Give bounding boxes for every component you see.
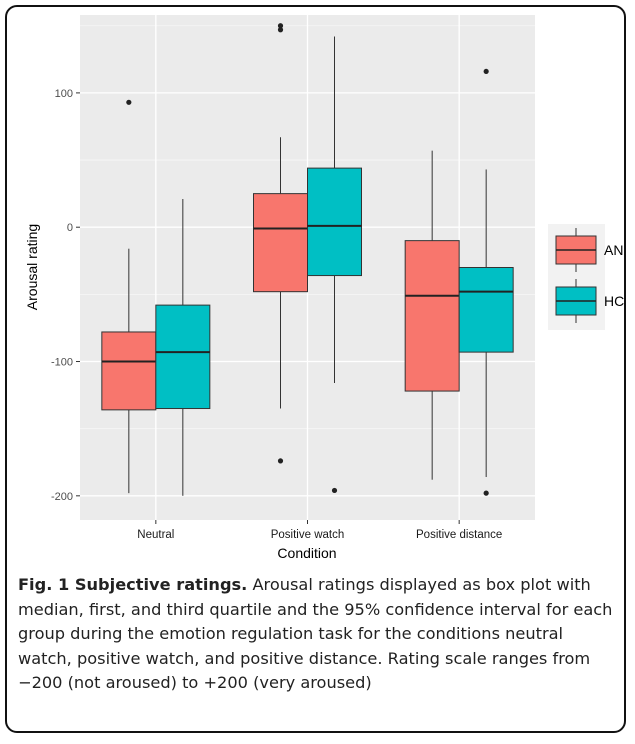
- box-an-0: [101, 99, 157, 494]
- y-tick-label: -100: [51, 357, 73, 369]
- x-tick-label: Neutral: [137, 529, 174, 541]
- outlier-point: [483, 490, 489, 496]
- outlier-point: [277, 23, 284, 29]
- box-hc-2: [458, 68, 514, 496]
- outlier-point: [483, 68, 489, 75]
- box-body: [253, 193, 308, 293]
- y-axis-title: Arousal rating: [24, 224, 40, 310]
- x-axis-ticks: Neutral Positive watch Positive distance: [137, 520, 502, 541]
- box-hc-0: [155, 199, 211, 496]
- box-body: [307, 167, 362, 277]
- box-body: [458, 267, 514, 353]
- outlier-point: [277, 27, 284, 33]
- box-an-1: [253, 23, 308, 464]
- box-body: [404, 240, 460, 392]
- box-hc-1: [307, 36, 362, 494]
- caption-text: Arousal ratings displayed as box plot wi…: [18, 575, 613, 692]
- outlier-point: [331, 487, 338, 494]
- box-series: [101, 23, 514, 496]
- y-axis-ticks: 100 0 -100 -200: [51, 88, 80, 503]
- figure-caption: Fig. 1 Subjective ratings. Arousal ratin…: [18, 573, 614, 696]
- y-tick-label: -200: [51, 491, 73, 503]
- x-axis-title: Condition: [277, 545, 336, 561]
- x-tick-label: Positive watch: [271, 529, 345, 541]
- outlier-point: [126, 99, 132, 105]
- y-tick-label: 0: [67, 222, 73, 234]
- x-tick-label: Positive distance: [416, 529, 502, 541]
- y-tick-label: 100: [55, 88, 73, 100]
- legend-label-hc: HC: [604, 293, 624, 309]
- legend-label-an: AN: [604, 242, 623, 258]
- outlier-point: [277, 458, 284, 464]
- legend: AN HC: [548, 224, 624, 330]
- box-body: [155, 304, 211, 410]
- box-body: [101, 331, 157, 411]
- box-an-2: [404, 150, 460, 480]
- caption-lead: Fig. 1 Subjective ratings.: [18, 575, 248, 594]
- boxplot-chart: 100 0 -100 -200 Neutral Positive watch Positi…: [24, 15, 624, 561]
